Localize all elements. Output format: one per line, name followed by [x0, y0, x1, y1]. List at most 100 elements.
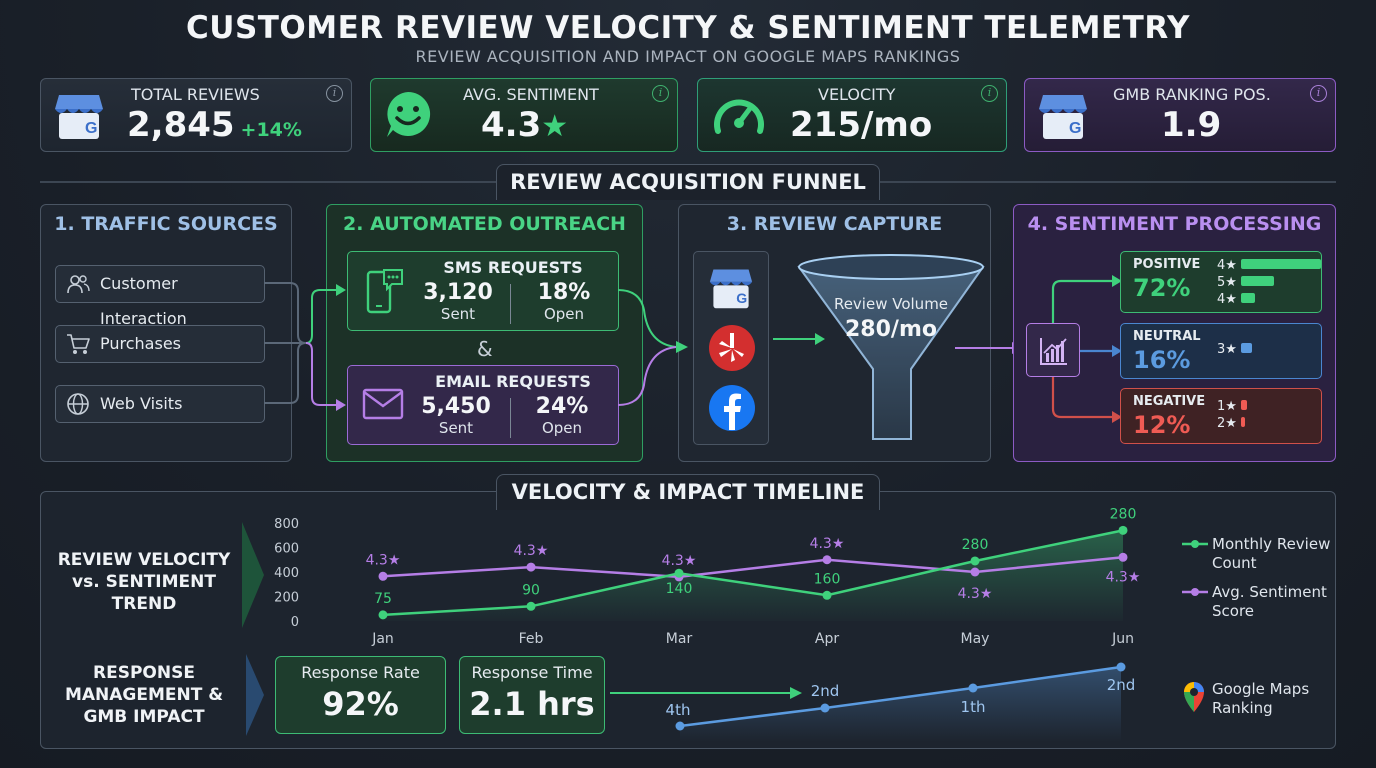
sentiment-data-label: 4.3★ [958, 586, 993, 602]
smiley-chat-icon [387, 91, 431, 137]
sentiment-negative-card[interactable]: NEGATIVE 12% 1★ 2★ [1120, 388, 1322, 444]
kpi-label: VELOCITY [818, 85, 896, 104]
star-row: 4★ [1217, 258, 1321, 275]
response-time-value: 2.1 hrs [469, 685, 595, 723]
sentiment-point [526, 562, 536, 572]
panel-title: 2. AUTOMATED OUTREACH [343, 213, 626, 235]
page-title: CUSTOMER REVIEW VELOCITY & SENTIMENT TEL… [186, 10, 1190, 46]
panel-title: 4. SENTIMENT PROCESSING [1027, 213, 1322, 235]
sentiment-branches [1051, 275, 1122, 423]
x-tick-label: Jan [371, 631, 394, 647]
count-data-label: 280 [962, 537, 989, 553]
bar-chart-icon [1040, 338, 1067, 365]
sentiment-processing-panel: 4. SENTIMENT PROCESSING POSITIVE 72% 4★ … [1013, 204, 1336, 462]
ranking-line [679, 665, 1122, 728]
map-pin-icon [1184, 682, 1204, 712]
count-point [526, 601, 536, 611]
count-data-label: 90 [522, 582, 540, 598]
info-icon[interactable]: i [981, 85, 998, 102]
sentiment-point [822, 555, 832, 565]
source-label: Web Visits [100, 394, 183, 413]
sentiment-neutral-card[interactable]: NEUTRAL 16% 3★ [1120, 323, 1322, 379]
ranking-arrow-head [790, 687, 802, 699]
ranking-point [820, 703, 830, 713]
sentiment-data-label: 4.3★ [514, 543, 549, 559]
count-line [382, 529, 1124, 617]
star-rows: 1★ 2★ [1217, 399, 1247, 433]
section-title-funnel: REVIEW ACQUISITION FUNNEL [496, 164, 880, 200]
sentiment-value: 72% [1133, 274, 1191, 302]
people-icon [67, 275, 90, 294]
ranking-area [680, 667, 1121, 742]
count-point [970, 556, 980, 566]
count-point [674, 568, 684, 578]
star-row: 4★ [1217, 292, 1321, 309]
speedometer-icon [714, 99, 764, 134]
x-tick-label: Apr [815, 631, 839, 647]
sentiment-point [970, 567, 980, 577]
chevron-right-icon [246, 654, 264, 736]
sms-requests-card[interactable]: SMS REQUESTS 3,120 Sent 18% Open [347, 251, 619, 331]
source-label: Customer Interaction [100, 274, 187, 328]
info-icon[interactable]: i [652, 85, 669, 102]
envelope-icon [362, 388, 404, 420]
google-my-business-icon[interactable]: G [708, 266, 754, 310]
legend-label: Google Maps Ranking [1212, 680, 1310, 717]
section-title-timeline: VELOCITY & IMPACT TIMELINE [496, 474, 880, 510]
kpi-label: TOTAL REVIEWS [131, 85, 260, 104]
google-my-business-icon: G [55, 95, 103, 139]
facebook-icon[interactable] [708, 384, 756, 432]
star-bar [1241, 259, 1321, 269]
legend-sentiment: Avg. Sentiment Score [1182, 583, 1332, 621]
y-tick-label: 600 [274, 542, 299, 557]
kpi-total-reviews: G TOTAL REVIEWS 2,845 +14% i [40, 78, 352, 152]
sentiment-data-label: 4.3★ [662, 553, 697, 569]
sentiment-label: POSITIVE [1133, 257, 1201, 272]
kpi-delta: +14% [240, 119, 302, 141]
x-tick-label: Feb [519, 631, 544, 647]
kpi-value: 2,845 +14% [127, 105, 302, 145]
count-point [1118, 525, 1128, 535]
google-my-business-icon: G [1039, 95, 1087, 139]
email-title: EMAIL REQUESTS [435, 372, 591, 391]
panel-title: 1. TRAFFIC SOURCES [54, 213, 278, 235]
source-label: Purchases [100, 334, 181, 353]
svg-text:G: G [85, 120, 97, 137]
sms-sent-value: 3,120 [423, 280, 493, 305]
star-bar [1241, 276, 1274, 286]
review-volume-label: Review Volume [833, 295, 949, 313]
info-icon[interactable]: i [326, 85, 343, 102]
review-capture-panel: 3. REVIEW CAPTURE G Review Volume 280/mo [678, 204, 991, 462]
y-tick-label: 0 [291, 615, 299, 630]
legend-count: Monthly Review Count [1182, 535, 1332, 573]
info-icon[interactable]: i [1310, 85, 1327, 102]
svg-text:G: G [1069, 120, 1081, 137]
chart-side-label: REVIEW VELOCITY vs. SENTIMENT TREND [57, 550, 231, 614]
email-requests-card[interactable]: EMAIL REQUESTS 5,450 Sent 24% Open [347, 365, 619, 445]
response-time-card: Response Time 2.1 hrs [459, 656, 605, 734]
yelp-icon[interactable] [708, 324, 756, 372]
sentiment-label: NEGATIVE [1133, 394, 1206, 409]
sentiment-positive-card[interactable]: POSITIVE 72% 4★ 5★ 4★ [1120, 251, 1322, 313]
kpi-value: 1.9 [1161, 105, 1222, 145]
cart-icon [67, 334, 90, 354]
response-rate-value: 92% [322, 685, 399, 723]
y-tick-label: 800 [274, 517, 299, 532]
sentiment-point [378, 571, 388, 581]
velocity-sentiment-chart: 0 200 400 600 800 Jan Feb Mar Apr May Jun 75 90 140 16… [274, 506, 1140, 647]
email-open-value: 24% [535, 394, 589, 419]
source-customer-interaction[interactable]: Customer Interaction [55, 265, 265, 328]
ranking-label: 2nd [1107, 676, 1136, 694]
email-open-label: Open [541, 419, 583, 437]
sentiment-point [1118, 552, 1128, 562]
source-purchases[interactable]: Purchases [55, 325, 265, 363]
legend-line-icon [1182, 588, 1208, 596]
chevron-right-icon [242, 522, 264, 628]
sms-open-value: 18% [537, 280, 591, 305]
kpi-value: 215/mo [790, 105, 933, 145]
ranking-point [675, 721, 685, 731]
ranking-label: 2nd [811, 682, 840, 700]
review-volume-value: 280/mo [845, 317, 937, 342]
y-tick-label: 400 [274, 566, 299, 581]
source-web-visits[interactable]: Web Visits [55, 385, 265, 423]
